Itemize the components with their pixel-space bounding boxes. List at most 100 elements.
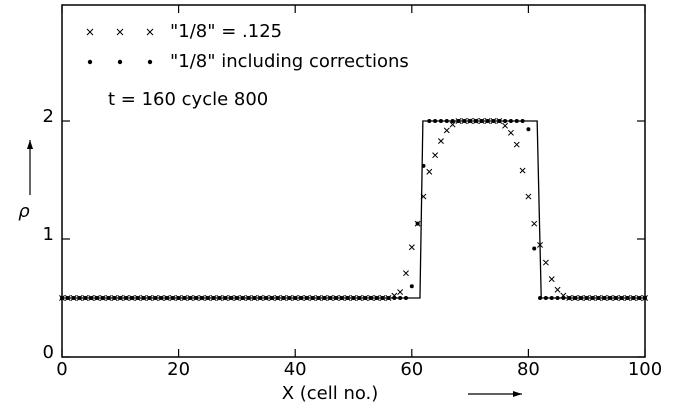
dot-point <box>176 296 181 300</box>
dot-point <box>368 296 373 300</box>
dot-point <box>444 119 449 123</box>
dot-point <box>456 119 461 123</box>
cross-point <box>437 138 444 145</box>
dot-point <box>468 119 473 123</box>
legend-marker <box>86 28 94 36</box>
dot-point <box>497 119 502 123</box>
cross-point <box>449 121 456 128</box>
dot-point <box>60 296 64 300</box>
cross-point <box>426 168 433 175</box>
x-arrow-head <box>513 391 522 397</box>
dot-point <box>433 119 438 123</box>
dot-point <box>427 119 432 123</box>
dot-point <box>549 296 554 300</box>
dot-point <box>135 296 140 300</box>
dot-point <box>205 296 210 300</box>
cross-point <box>554 286 561 293</box>
dot-point <box>392 296 397 300</box>
dot-point <box>223 296 228 300</box>
dot-point <box>409 284 414 289</box>
dot-point <box>526 127 531 132</box>
dot-point <box>555 296 560 300</box>
dot-point <box>211 296 216 300</box>
dot-point <box>596 296 601 300</box>
dot-point <box>287 296 292 300</box>
dot-point <box>520 119 525 123</box>
dot-point <box>118 296 123 300</box>
x-tick-label: 40 <box>284 359 307 380</box>
legend-label: "1/8" = .125 <box>170 21 282 42</box>
dot-point <box>508 119 513 123</box>
dot-point <box>264 296 269 300</box>
dot-point <box>339 296 344 300</box>
annotation: t = 160 cycle 800 <box>108 89 268 110</box>
dot-point <box>83 296 88 300</box>
dot-point <box>269 296 274 300</box>
dot-point <box>450 119 455 123</box>
cross-point <box>432 152 439 159</box>
dot-point <box>514 119 519 123</box>
dot-point <box>94 296 99 300</box>
cross-point <box>507 129 514 136</box>
y-tick-label: 1 <box>43 224 54 245</box>
y-tick-label: 0 <box>43 342 54 363</box>
cross-point <box>513 141 520 148</box>
dot-point <box>234 296 239 300</box>
dot-point <box>619 296 624 300</box>
legend-marker <box>146 28 154 36</box>
dot-point <box>573 296 578 300</box>
dot-point <box>100 296 105 300</box>
dot-point <box>229 296 234 300</box>
dot-point <box>357 296 362 300</box>
dot-point <box>602 296 607 300</box>
dot-point <box>281 296 286 300</box>
dot-point <box>415 221 420 226</box>
cross-point <box>397 289 404 296</box>
dot-point <box>631 296 636 300</box>
dot-point <box>65 296 70 300</box>
dot-point <box>304 296 309 300</box>
x-axis-label: X (cell no.) <box>282 383 379 404</box>
cross-point <box>525 193 532 200</box>
cross-point <box>519 167 526 174</box>
legend-marker <box>117 59 123 65</box>
legend-label: "1/8" including corrections <box>170 51 409 72</box>
dot-point <box>637 296 642 300</box>
dot-point <box>322 296 327 300</box>
x-tick-label: 80 <box>517 359 540 380</box>
dot-point <box>275 296 280 300</box>
dot-point <box>578 296 583 300</box>
dot-point <box>567 296 572 300</box>
dot-point <box>351 296 356 300</box>
dot-point <box>438 119 443 123</box>
dot-point <box>252 296 257 300</box>
dot-point <box>334 296 339 300</box>
dot-point <box>199 296 204 300</box>
x-tick-label: 20 <box>167 359 190 380</box>
dot-point <box>374 296 379 300</box>
cross-point <box>420 193 427 200</box>
dot-point <box>246 296 251 300</box>
dot-point <box>89 296 94 300</box>
dot-point <box>543 296 548 300</box>
dot-point <box>473 119 478 123</box>
cross-point <box>502 122 509 129</box>
dot-point <box>625 296 630 300</box>
dot-point <box>485 119 490 123</box>
dot-point <box>479 119 484 123</box>
cross-point <box>443 127 450 134</box>
dot-point <box>503 119 508 123</box>
cross-point <box>531 220 538 227</box>
dot-point <box>643 296 647 300</box>
cross-point <box>403 270 409 277</box>
exact-line <box>62 120 645 299</box>
dot-point <box>147 296 152 300</box>
dot-point <box>345 296 350 300</box>
dot-point <box>141 296 146 300</box>
dot-point <box>363 296 368 300</box>
cross-point <box>408 244 415 251</box>
cross-point <box>542 259 549 266</box>
dot-point <box>386 296 391 300</box>
plot-frame <box>61 4 646 358</box>
